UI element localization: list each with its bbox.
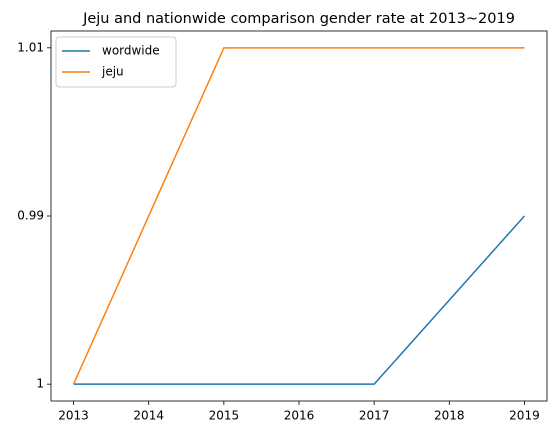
y-tick-label: 1	[36, 377, 44, 391]
y-tick-label: 0.99	[17, 209, 44, 223]
x-tick-label: 2014	[133, 409, 164, 423]
y-tick-label: 1.01	[17, 40, 44, 54]
chart-title: Jeju and nationwide comparison gender ra…	[82, 11, 515, 27]
legend-box	[55, 36, 177, 88]
x-tick-label: 2018	[434, 409, 465, 423]
axes-frame	[50, 30, 548, 402]
line-series	[72, 47, 525, 385]
x-tick-label: 2015	[209, 409, 240, 423]
x-tick-label: 2017	[359, 409, 390, 423]
x-tick-label: 2016	[284, 409, 315, 423]
legend-label: jeju	[101, 65, 124, 79]
legend-label: wordwide	[102, 44, 160, 58]
x-tick-label: 2019	[509, 409, 540, 423]
x-tick-label: 2013	[58, 409, 89, 423]
line-series	[73, 215, 526, 385]
